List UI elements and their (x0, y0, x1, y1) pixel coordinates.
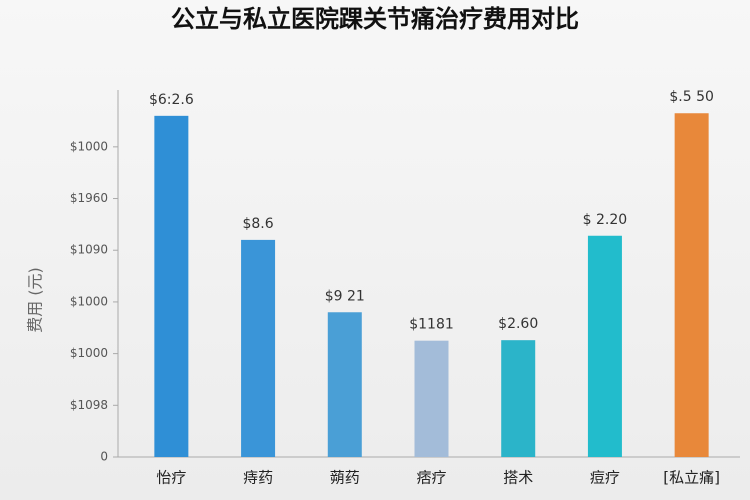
bar (501, 340, 536, 457)
bar (327, 312, 362, 457)
y-tick-label: 0 (100, 450, 108, 464)
x-tick-label: [私立痛] (663, 469, 720, 487)
value-label: $ 2.20 (583, 212, 628, 228)
y-tick-label: $1098 (70, 398, 108, 412)
y-tick-label: $1960 (70, 191, 108, 205)
value-label: $.5 50 (669, 89, 714, 105)
chart-title: 公立与私立医院踝关节痛治疗费用对比 (171, 5, 579, 33)
x-tick-label: 蒴药 (330, 469, 360, 487)
y-tick-label: $1000 (70, 139, 108, 153)
bar (154, 115, 189, 457)
value-label: $1181 (409, 317, 454, 333)
value-label: $9 21 (325, 288, 365, 304)
y-tick-label: $1090 (70, 243, 108, 257)
x-tick-label: 痔药 (243, 469, 273, 487)
x-tick-label: 痘疗 (590, 469, 620, 487)
bar (587, 235, 622, 457)
y-tick-label: $1000 (70, 294, 108, 308)
x-tick-label: 痞疗 (416, 469, 446, 487)
value-label: $2.60 (498, 316, 538, 332)
y-tick-label: $1000 (70, 346, 108, 360)
value-label: $6:2.6 (149, 92, 194, 108)
y-axis-title: 费用 (元) (26, 267, 45, 333)
x-tick-label: 搭术 (503, 469, 533, 487)
bar (414, 340, 449, 457)
x-tick-label: 怡疗 (156, 469, 186, 487)
bar (241, 239, 276, 457)
bar (674, 113, 709, 457)
value-label: $8.6 (242, 216, 273, 232)
